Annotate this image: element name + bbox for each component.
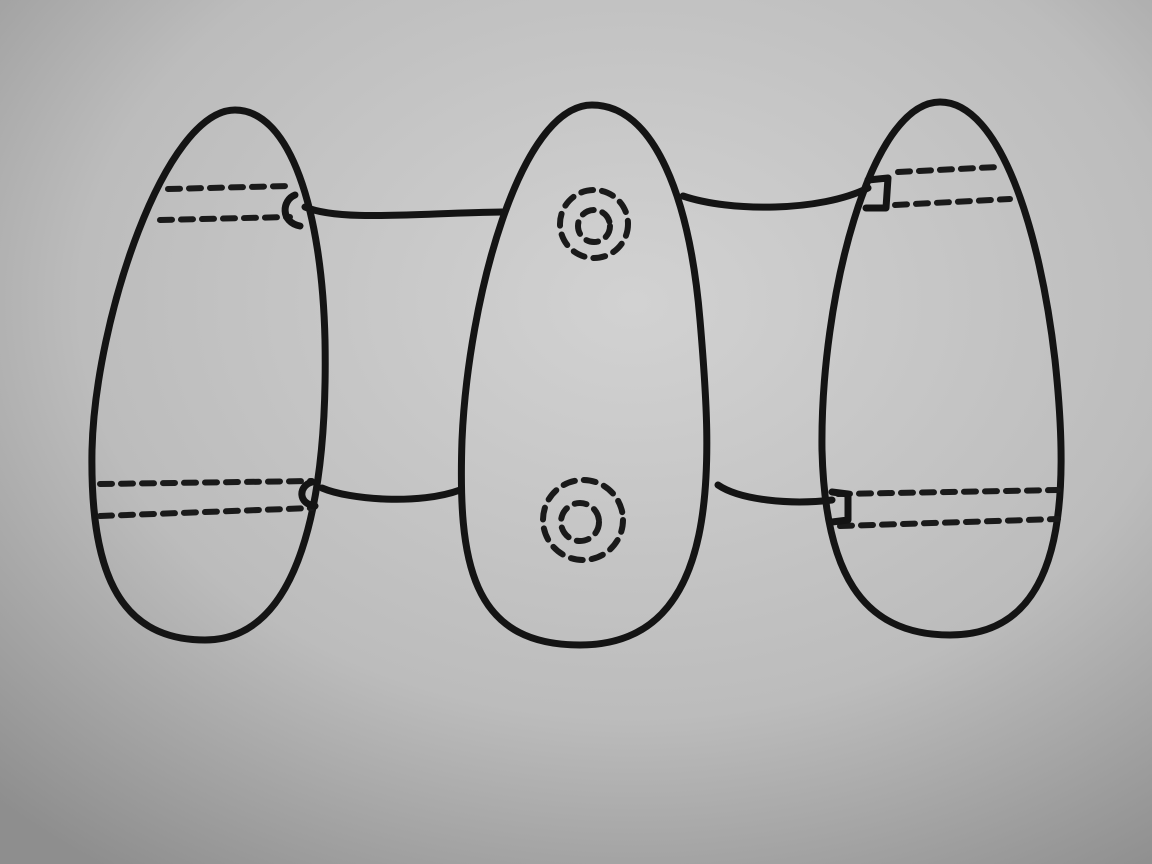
connector — [301, 203, 506, 220]
middle-dashed-circle — [540, 477, 626, 563]
left-dashed-line — [157, 214, 293, 223]
right-shape — [818, 98, 1065, 639]
connector — [318, 484, 464, 503]
left-dashed-line — [97, 505, 315, 519]
middle-dashed-circle — [558, 500, 602, 544]
right-dashed-line — [835, 487, 1061, 497]
right-hook — [862, 174, 892, 212]
right-dashed-line — [895, 164, 1001, 175]
middle-shape — [457, 101, 711, 649]
middle-dashed-circle — [557, 187, 631, 261]
left-hook — [298, 478, 319, 510]
right-dashed-line — [837, 516, 1061, 529]
right-dashed-line — [892, 196, 1013, 208]
left-hook — [281, 191, 304, 230]
right-hook — [828, 488, 852, 526]
left-dashed-line — [165, 183, 291, 192]
connector — [714, 481, 836, 506]
left-dashed-line — [97, 478, 315, 487]
connector — [679, 184, 872, 211]
middle-dashed-circle — [575, 207, 613, 245]
left-shape — [88, 106, 329, 644]
